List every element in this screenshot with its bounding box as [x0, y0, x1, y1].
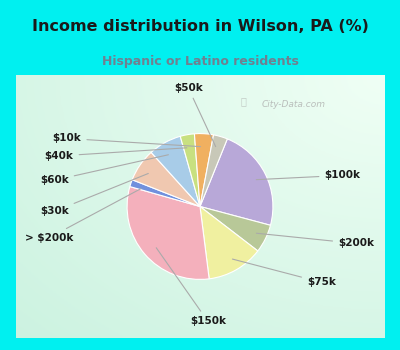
Text: $10k: $10k [53, 133, 200, 147]
Text: $75k: $75k [232, 259, 336, 287]
Text: $150k: $150k [156, 248, 226, 326]
Wedge shape [194, 134, 214, 206]
Wedge shape [132, 152, 200, 206]
Text: $100k: $100k [256, 170, 360, 180]
Wedge shape [200, 206, 270, 251]
Wedge shape [200, 139, 273, 225]
Wedge shape [180, 134, 200, 206]
Text: $30k: $30k [40, 174, 148, 216]
Text: Hispanic or Latino residents: Hispanic or Latino residents [102, 55, 298, 68]
Text: $200k: $200k [256, 233, 374, 248]
Text: $50k: $50k [174, 83, 216, 147]
Text: $40k: $40k [45, 148, 187, 161]
Wedge shape [200, 206, 258, 279]
Text: ⓘ: ⓘ [241, 96, 246, 106]
Text: City-Data.com: City-Data.com [261, 100, 325, 109]
Wedge shape [200, 135, 227, 206]
Text: > $200k: > $200k [25, 189, 141, 243]
Wedge shape [151, 136, 200, 206]
Text: Income distribution in Wilson, PA (%): Income distribution in Wilson, PA (%) [32, 19, 368, 34]
Wedge shape [130, 180, 200, 206]
Text: $60k: $60k [40, 155, 168, 185]
Wedge shape [127, 187, 209, 279]
